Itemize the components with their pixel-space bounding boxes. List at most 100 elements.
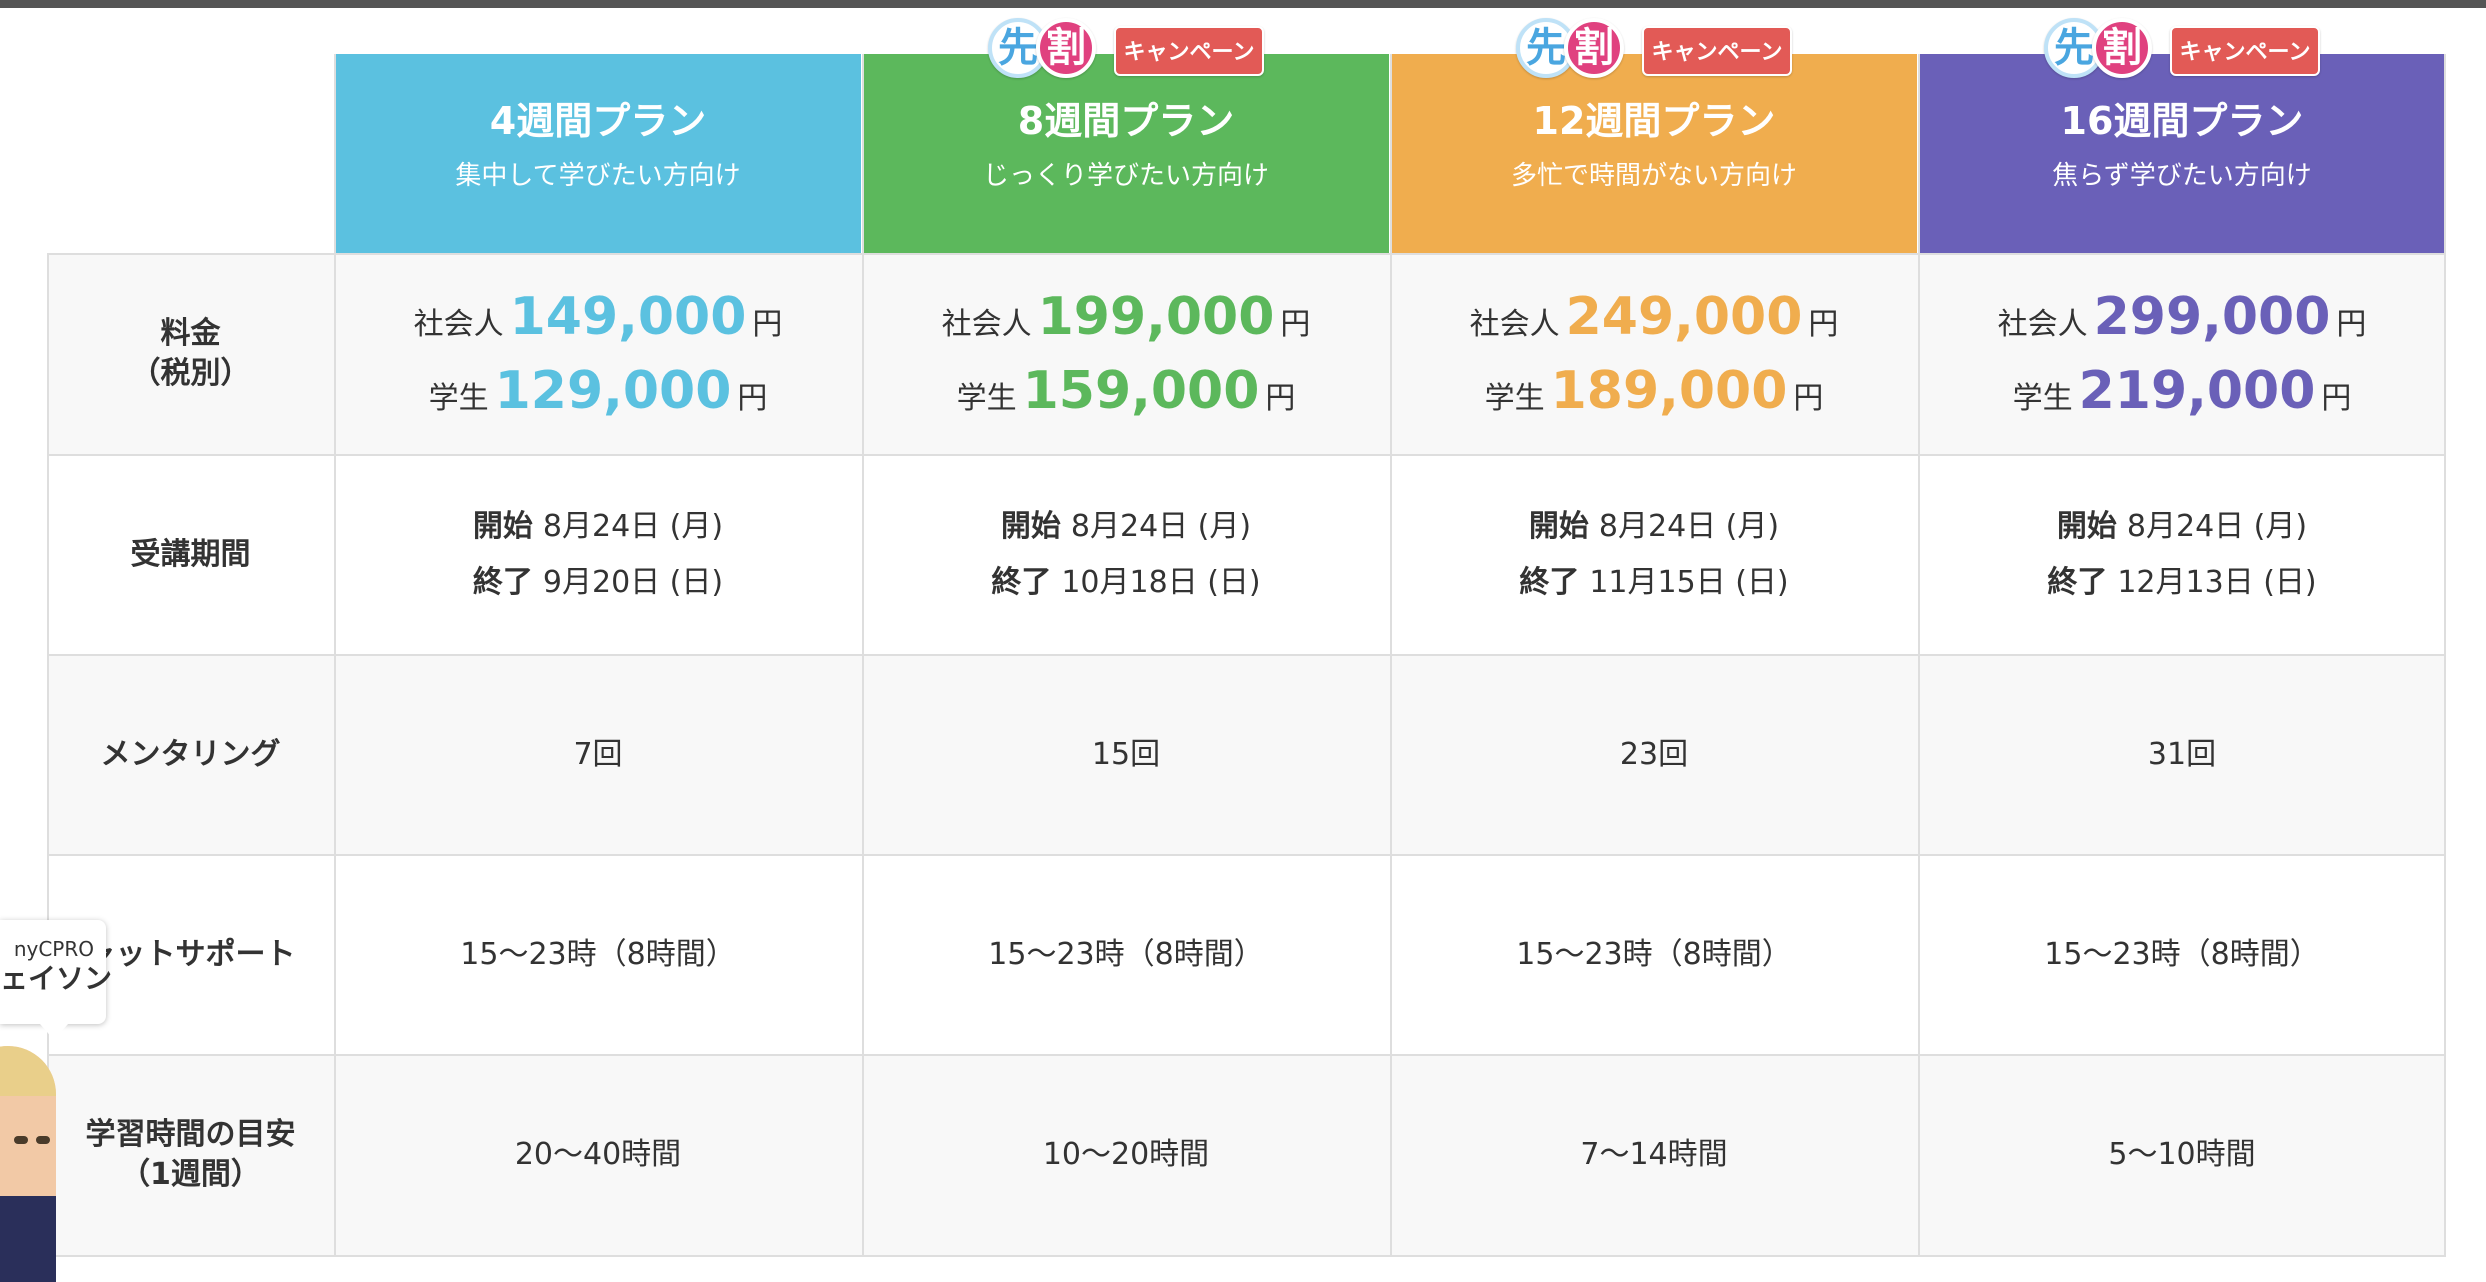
row-study-time: 学習時間の目安 （1週間） 20〜40時間 10〜20時間 7〜14時間 5〜1… (47, 1055, 2445, 1255)
plan-subtitle: 集中して学びたい方向け (455, 161, 741, 191)
top-bar (0, 0, 2486, 8)
early-bird-campaign-badge: 先 割 キャンペーン (1516, 18, 1816, 84)
chat-widget-name: ェイソン (0, 962, 113, 995)
study-time-cell-8-weeks: 10〜20時間 (863, 1055, 1389, 1255)
student-price: 159,000 (1022, 361, 1260, 421)
grid-line (2444, 54, 2446, 1257)
grid-line (1390, 54, 1392, 1257)
study-time-cell-12-weeks: 7〜14時間 (1391, 1055, 1917, 1255)
study-time-hours: 5〜10時間 (2108, 1137, 2256, 1172)
discount-badge-circle: 割 (1564, 18, 1624, 78)
period-cell-12-weeks: 開始 8月24日 (月) 終了 11月15日 (日) (1391, 455, 1917, 655)
yen-unit: 円 (1265, 381, 1296, 416)
study-time-hours: 10〜20時間 (1042, 1137, 1210, 1172)
start-date: 8月24日 (月) (1598, 509, 1780, 544)
grid-line (47, 253, 2445, 255)
row-label-chat-support: ャットサポート (47, 855, 334, 1055)
price-cell-8-weeks: 社会人 199,000 円 学生 159,000 円 (863, 254, 1389, 454)
end-date: 12月13日 (日) (2117, 565, 2317, 600)
worker-price: 299,000 (2093, 287, 2331, 347)
chat-support-cell-12-weeks: 15〜23時（8時間） (1391, 855, 1917, 1055)
yen-unit: 円 (1793, 381, 1824, 416)
period-cell-16-weeks: 開始 8月24日 (月) 終了 12月13日 (日) (1919, 455, 2445, 655)
row-label-mentoring: メンタリング (47, 655, 334, 855)
yen-unit: 円 (2336, 307, 2367, 342)
mentoring-count: 31回 (2147, 737, 2217, 772)
avatar-eye (14, 1136, 28, 1144)
end-date: 10月18日 (日) (1061, 565, 1261, 600)
discount-badge-circle: 割 (2092, 18, 2152, 78)
mentoring-label: メンタリング (100, 737, 281, 772)
start-label: 開始 (472, 509, 533, 544)
mentoring-count: 23回 (1619, 737, 1689, 772)
plan-subtitle: じっくり学びたい方向け (982, 161, 1269, 191)
chat-support-cell-8-weeks: 15〜23時（8時間） (863, 855, 1389, 1055)
plan-title: 16週間プラン (2060, 99, 2304, 143)
worker-label: 社会人 (1469, 307, 1560, 342)
chat-support-cell-4-weeks: 15〜23時（8時間） (335, 855, 861, 1055)
study-time-hours: 7〜14時間 (1580, 1137, 1728, 1172)
student-price: 219,000 (2078, 361, 2316, 421)
chat-support-hours: 15〜23時（8時間） (460, 937, 736, 972)
chat-support-hours: 15〜23時（8時間） (2044, 937, 2320, 972)
end-date: 9月20日 (日) (542, 565, 724, 600)
campaign-tag: キャンペーン (2170, 26, 2320, 76)
chat-support-hours: 15〜23時（8時間） (1516, 937, 1792, 972)
price-cell-16-weeks: 社会人 299,000 円 学生 219,000 円 (1919, 254, 2445, 454)
discount-badge-circle: 割 (1036, 18, 1096, 78)
worker-price: 149,000 (509, 287, 747, 347)
study-time-label: 学習時間の目安 (85, 1117, 296, 1152)
row-mentoring: メンタリング 7回 15回 23回 31回 (47, 655, 2445, 855)
period-cell-4-weeks: 開始 8月24日 (月) 終了 9月20日 (日) (335, 455, 861, 655)
grid-line (47, 1054, 2445, 1056)
end-date: 11月15日 (日) (1589, 565, 1789, 600)
plan-header-4-weeks: 4週間プラン 集中して学びたい方向け (335, 54, 861, 254)
end-label: 終了 (1519, 565, 1580, 600)
price-cell-4-weeks: 社会人 149,000 円 学生 129,000 円 (335, 254, 861, 454)
study-time-cell-4-weeks: 20〜40時間 (335, 1055, 861, 1255)
plan-title: 4週間プラン (489, 99, 707, 143)
plan-header-16-weeks: 16週間プラン 焦らず学びたい方向け (1919, 54, 2445, 254)
end-label: 終了 (2047, 565, 2108, 600)
start-label: 開始 (2056, 509, 2117, 544)
grid-line (47, 253, 49, 1257)
student-price: 189,000 (1550, 361, 1788, 421)
start-date: 8月24日 (月) (2126, 509, 2308, 544)
mentoring-count: 7回 (573, 737, 623, 772)
campaign-tag: キャンペーン (1642, 26, 1792, 76)
mentoring-cell-8-weeks: 15回 (863, 655, 1389, 855)
mentoring-count: 15回 (1091, 737, 1161, 772)
worker-label: 社会人 (413, 307, 504, 342)
row-chat-support: ャットサポート 15〜23時（8時間） 15〜23時（8時間） 15〜23時（8… (47, 855, 2445, 1055)
plan-subtitle: 焦らず学びたい方向け (2052, 161, 2312, 191)
chat-widget-bubble[interactable]: nyCPRO ェイソン (0, 920, 113, 1024)
student-price: 129,000 (494, 361, 732, 421)
worker-price: 249,000 (1565, 287, 1803, 347)
mentor-avatar[interactable] (0, 1046, 56, 1282)
plan-header-12-weeks: 12週間プラン 多忙で時間がない方向け (1391, 54, 1917, 254)
worker-price: 199,000 (1037, 287, 1275, 347)
worker-label: 社会人 (941, 307, 1032, 342)
chat-bubble-tail (40, 1024, 68, 1040)
avatar-shirt (0, 1196, 56, 1282)
study-time-sublabel: （1週間） (120, 1157, 261, 1192)
start-date: 8月24日 (月) (542, 509, 724, 544)
grid-line (47, 1255, 2445, 1257)
avatar-eye (36, 1136, 50, 1144)
end-label: 終了 (472, 565, 533, 600)
grid-line (334, 54, 336, 1257)
yen-unit: 円 (2321, 381, 2352, 416)
study-time-hours: 20〜40時間 (514, 1137, 682, 1172)
price-cell-12-weeks: 社会人 249,000 円 学生 189,000 円 (1391, 254, 1917, 454)
price-tax-label: （税別） (130, 356, 251, 391)
period-label: 受講期間 (130, 537, 251, 572)
yen-unit: 円 (1808, 307, 1839, 342)
row-period: 受講期間 開始 8月24日 (月) 終了 9月20日 (日) 開始 8月24日 (月)… (47, 455, 2445, 655)
plan-subtitle: 多忙で時間がない方向け (1510, 161, 1797, 191)
mentoring-cell-4-weeks: 7回 (335, 655, 861, 855)
row-price: 料金 （税別） 社会人 149,000 円 学生 129,000 円 社会人 199,00… (47, 254, 2445, 454)
student-label: 学生 (1484, 381, 1545, 416)
mentoring-cell-12-weeks: 23回 (1391, 655, 1917, 855)
mentoring-cell-16-weeks: 31回 (1919, 655, 2445, 855)
plan-header-8-weeks: 8週間プラン じっくり学びたい方向け (863, 54, 1389, 254)
